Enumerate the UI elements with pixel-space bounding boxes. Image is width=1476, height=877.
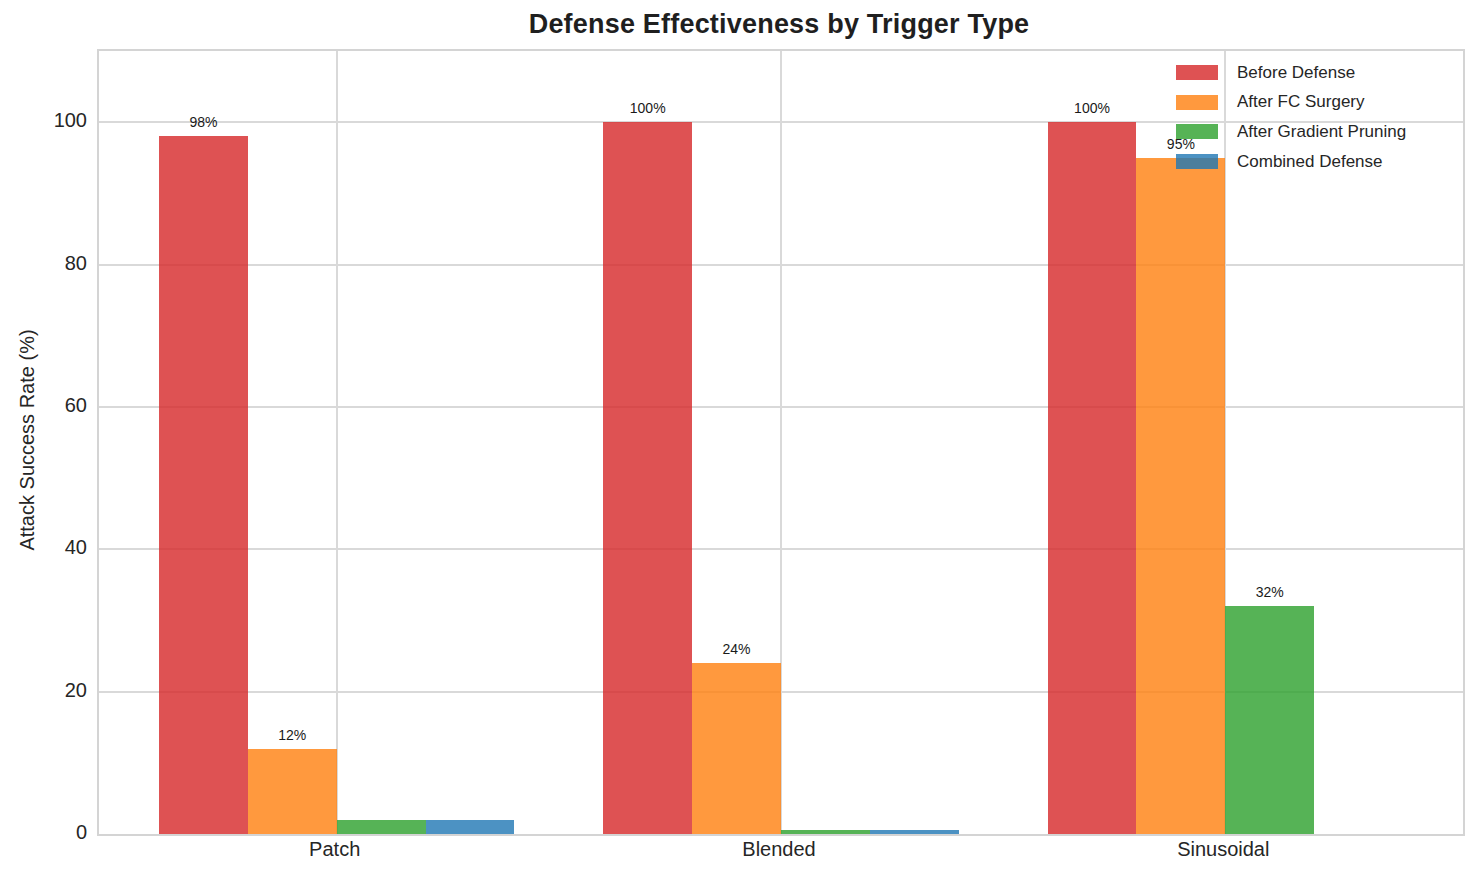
legend-item: After FC Surgery bbox=[1176, 88, 1406, 118]
bar-combined-defense-blended bbox=[870, 830, 959, 834]
y-axis-label: Attack Success Rate (%) bbox=[16, 329, 39, 550]
chart-figure: Defense Effectiveness by Trigger Type At… bbox=[0, 0, 1476, 877]
legend-item: Before Defense bbox=[1176, 58, 1406, 88]
bar-after-gradient-pruning-sinusoidal bbox=[1225, 606, 1314, 834]
y-tick-label: 60 bbox=[17, 393, 87, 416]
y-tick-label: 0 bbox=[17, 821, 87, 844]
bar-before-defense-blended bbox=[603, 122, 692, 834]
legend-item: After Gradient Pruning bbox=[1176, 117, 1406, 147]
bar-after-fc-surgery-blended bbox=[692, 663, 781, 834]
legend-swatch bbox=[1176, 65, 1218, 80]
bar-after-fc-surgery-patch bbox=[248, 749, 337, 834]
bar-after-fc-surgery-sinusoidal bbox=[1136, 158, 1225, 834]
v-gridline bbox=[336, 51, 338, 834]
bar-after-gradient-pruning-patch bbox=[337, 820, 426, 834]
legend-label: After Gradient Pruning bbox=[1237, 122, 1406, 142]
legend-swatch bbox=[1176, 95, 1218, 110]
legend: Before Defense After FC Surgery After Grad… bbox=[1176, 58, 1406, 176]
x-tick-label: Blended bbox=[669, 838, 889, 861]
legend-swatch bbox=[1176, 154, 1218, 169]
bar-after-gradient-pruning-blended bbox=[781, 830, 870, 834]
x-tick-label: Sinusoidal bbox=[1113, 838, 1333, 861]
x-tick-label: Patch bbox=[225, 838, 445, 861]
bar-value-label: 95% bbox=[1167, 137, 1195, 151]
y-tick-label: 20 bbox=[17, 678, 87, 701]
bar-value-label: 98% bbox=[189, 115, 217, 129]
bar-combined-defense-patch bbox=[426, 820, 515, 834]
y-tick-label: 100 bbox=[17, 109, 87, 132]
y-tick-label: 80 bbox=[17, 251, 87, 274]
bar-value-label: 100% bbox=[1074, 101, 1110, 115]
bar-value-label: 24% bbox=[723, 642, 751, 656]
bar-value-label: 32% bbox=[1256, 585, 1284, 599]
legend-item: Combined Defense bbox=[1176, 147, 1406, 177]
bar-value-label: 12% bbox=[278, 728, 306, 742]
legend-label: Combined Defense bbox=[1237, 152, 1383, 172]
y-tick-label: 40 bbox=[17, 536, 87, 559]
bar-before-defense-patch bbox=[159, 136, 248, 834]
bar-before-defense-sinusoidal bbox=[1048, 122, 1137, 834]
chart-title: Defense Effectiveness by Trigger Type bbox=[97, 6, 1461, 42]
legend-label: After FC Surgery bbox=[1237, 92, 1365, 112]
bar-value-label: 100% bbox=[630, 101, 666, 115]
legend-label: Before Defense bbox=[1237, 63, 1355, 83]
